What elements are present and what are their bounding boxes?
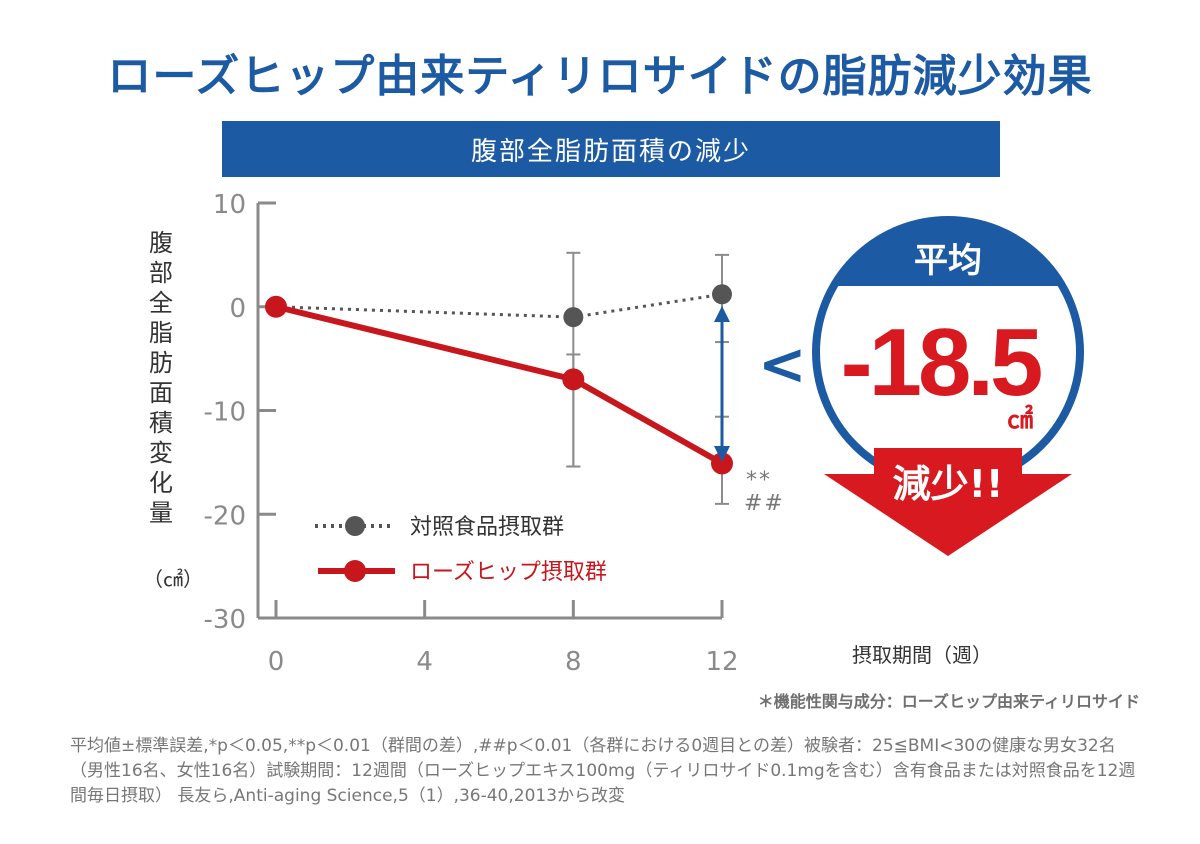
legend-marker-control <box>345 516 365 536</box>
chart-subtitle: 腹部全脂肪面積の減少 <box>470 136 751 167</box>
data-point-control <box>563 307 584 328</box>
x-tick-label: 8 <box>565 647 582 677</box>
y-tick-label: -10 <box>204 398 246 428</box>
x-tick-label: 4 <box>416 647 433 677</box>
footnote-ingredient: ＊機能性関与成分：ローズヒップ由来ティリロサイド <box>757 692 1140 711</box>
badge-top-label: 平均 <box>914 241 982 281</box>
badge-unit: ㎠ <box>1007 404 1033 435</box>
series-line-rosehip <box>275 303 724 467</box>
legend: 対照食品摂取群 ローズヒップ摂取群 <box>315 515 607 585</box>
comparison-caret: < <box>758 330 807 398</box>
legend-label-control: 対照食品摂取群 <box>410 515 564 540</box>
x-tick-label: 0 <box>268 647 285 677</box>
y-tick-label: -20 <box>204 501 246 531</box>
badge-top-fill <box>833 220 1063 286</box>
decrease-arrow <box>824 448 1072 556</box>
badge-value: -18.5 <box>841 309 1041 416</box>
series-line-control <box>275 292 723 319</box>
y-axis-label: 腹部全脂肪面積変化量 <box>149 229 173 527</box>
data-point-control <box>712 284 732 305</box>
difference-arrow <box>714 306 730 462</box>
data-point-rosehip <box>562 368 585 391</box>
data-point-rosehip <box>711 452 733 475</box>
average-badge: 平均 -18.5 ㎠ 減少!! <box>812 216 1084 556</box>
decrease-arrow-label: 減少!! <box>893 462 1004 506</box>
significance-mark-hash: ## <box>744 491 785 516</box>
legend-marker-rosehip <box>344 560 366 582</box>
y-tick-label: 10 <box>213 190 246 220</box>
x-axis-label: 摂取期間（週） <box>852 643 992 667</box>
data-point-rosehip <box>265 295 287 318</box>
footnote: 平均値±標準誤差,*p＜0.05,**p＜0.01（群間の差）,##p＜0.01… <box>70 736 1136 806</box>
y-axis-unit: （㎠） <box>143 567 203 591</box>
y-tick-label: -30 <box>204 605 246 635</box>
legend-label-rosehip: ローズヒップ摂取群 <box>410 560 607 585</box>
page-title: ローズヒップ由来ティリロサイドの脂肪減少効果 <box>107 51 1093 102</box>
chart-subtitle-bar: 腹部全脂肪面積の減少 <box>222 121 1000 177</box>
x-tick-label: 12 <box>705 647 738 677</box>
y-tick-label: 0 <box>229 294 246 324</box>
significance-mark-p: ** <box>746 468 772 493</box>
